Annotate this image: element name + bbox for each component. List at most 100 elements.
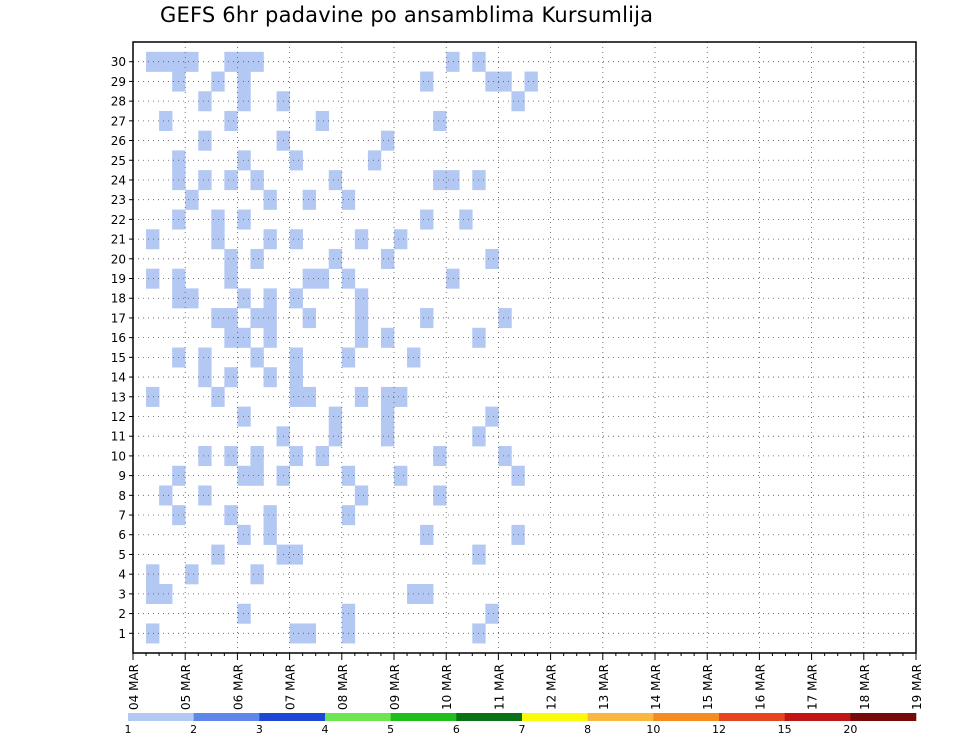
colorbar-legend: 1 2 3 4 5 6 7 8 10 12 15 20 [125,713,917,736]
heatmap-cell [237,524,251,545]
colorbar-label: 15 [778,723,792,736]
heatmap-cell [237,150,251,171]
heatmap-cell [224,367,238,388]
heatmap-cell [224,51,238,72]
heatmap-cell [237,91,251,112]
heatmap-cell [237,465,251,486]
x-tick-label: 07 MAR [284,664,298,710]
heatmap-cell [185,288,199,309]
heatmap-cell [185,564,199,585]
y-tick-label: 27 [111,114,126,128]
x-tick-label: 14 MAR [649,664,663,710]
heatmap-cell [420,71,434,92]
y-tick-label: 29 [111,75,126,89]
y-tick-label: 6 [118,528,126,542]
colorbar-label: 5 [387,723,394,736]
heatmap-cell [146,584,160,605]
heatmap-cell [380,130,395,151]
heatmap-cell [446,51,460,72]
heatmap-cell [211,71,225,92]
y-tick-label: 1 [118,627,126,641]
heatmap-cell [198,446,212,467]
heatmap-cell [250,347,264,368]
y-tick-label: 2 [118,607,126,621]
heatmap-cell [250,51,264,72]
heatmap-cell [420,308,434,329]
heatmap-cell [250,446,264,467]
heatmap-cell [198,367,212,388]
y-tick-label: 4 [118,568,126,582]
colorbar-swatch [128,713,194,721]
colorbar-swatch [522,713,588,721]
heatmap-cell [433,446,447,467]
x-tick-label: 16 MAR [753,664,767,710]
heatmap-cell [315,446,330,467]
x-tick-label: 18 MAR [858,664,872,710]
heatmap-cell [433,170,447,191]
heatmap-cell [237,51,251,72]
heatmap-cell [250,248,264,269]
heatmap-cell [498,446,512,467]
y-tick-label: 16 [111,331,126,345]
grid-layer [133,42,916,653]
heatmap-cell [302,189,316,210]
colorbar-label: 6 [453,723,460,736]
heatmap-cell [367,150,382,171]
y-tick-label: 20 [111,252,126,266]
heatmap-cell [289,347,303,368]
x-tick-label: 12 MAR [545,664,559,710]
heatmap-cell [159,485,173,506]
heatmap-cell [211,308,225,329]
colorbar-label: 3 [256,723,263,736]
heatmap-cell [354,229,369,250]
heatmap-cell [185,51,199,72]
heatmap-cell [380,406,395,427]
heatmap-cell [420,584,434,605]
colorbar-swatch [850,713,917,721]
heatmap-cell [289,150,303,171]
heatmap-cell [185,189,199,210]
y-tick-label: 24 [111,173,126,187]
x-tick-label: 09 MAR [388,664,402,710]
colorbar-label: 7 [519,723,526,736]
heatmap-cell [250,308,264,329]
heatmap-cell [302,623,316,644]
heatmap-cell [237,288,251,309]
y-tick-label: 15 [111,351,126,365]
heatmap-cell [159,51,173,72]
colorbar-swatch [193,713,260,721]
y-tick-label: 10 [111,449,126,463]
x-tick-label: 15 MAR [701,664,715,710]
y-tick-label: 3 [118,587,126,601]
y-tick-label: 9 [118,469,126,483]
x-tick-label: 05 MAR [179,664,193,710]
colorbar-swatch [719,713,785,721]
heatmap-cell [498,308,512,329]
heatmap-cell [446,170,460,191]
heatmap-cell [263,229,277,250]
heatmap-cell [263,367,277,388]
heatmap-cell [263,327,277,348]
heatmap-cell [198,170,212,191]
heatmap-cell [354,485,369,506]
x-tick-label: 17 MAR [806,664,820,710]
y-tick-label: 14 [111,371,126,385]
heatmap-cell [146,268,160,289]
heatmap-cell [250,170,264,191]
heatmap-cell [485,71,499,92]
heatmap-cell [485,248,499,269]
heatmap-cell [211,544,225,565]
heatmap-cell [302,308,316,329]
axes-layer: 1234567891011121314151617181920212223242… [111,55,924,710]
heatmap-cell [380,248,395,269]
heatmap-cell [224,446,238,467]
x-tick-label: 10 MAR [440,664,454,710]
heatmap-cell [289,544,303,565]
y-tick-label: 19 [111,272,126,286]
y-tick-label: 22 [111,213,126,227]
heatmap-cell [224,268,238,289]
heatmap-cell [289,446,303,467]
colorbar-swatch [653,713,720,721]
heatmap-cell [315,110,330,131]
heatmap-cell [237,71,251,92]
